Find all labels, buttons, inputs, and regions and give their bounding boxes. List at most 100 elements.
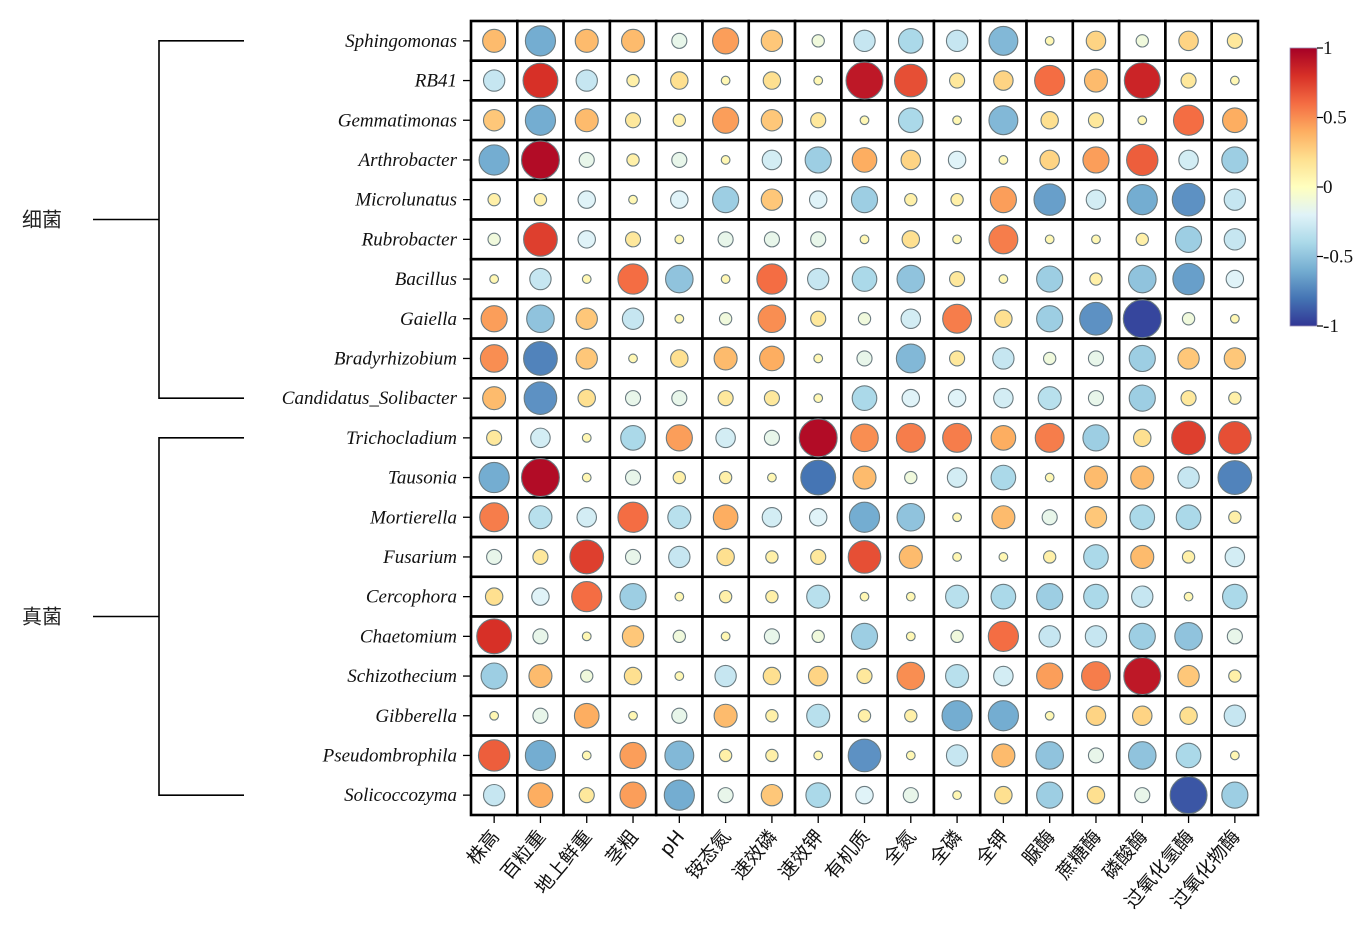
correlation-circle: [760, 783, 784, 807]
correlation-circle: [1087, 390, 1105, 407]
correlation-circle: [1042, 351, 1057, 366]
correlation-circle: [1085, 30, 1107, 52]
correlation-circle: [577, 388, 596, 408]
correlation-circle: [671, 707, 688, 724]
correlation-circle: [845, 61, 884, 100]
correlation-circle: [896, 502, 926, 532]
correlation-circle: [760, 109, 784, 132]
row-label: Gemmatimonas: [338, 110, 457, 131]
row-labels: Sphingomonas RB41 Gemmatimonas Arthrobacter…: [282, 31, 471, 806]
correlation-circle: [900, 149, 922, 171]
row-label: Rubrobacter: [361, 229, 458, 250]
correlation-circle: [667, 505, 692, 530]
correlation-circle: [761, 149, 783, 171]
correlation-circle: [520, 140, 560, 180]
correlation-circle: [762, 666, 782, 686]
correlation-circle: [856, 667, 873, 685]
correlation-circle: [717, 390, 734, 407]
row-label: Chaetomium: [360, 626, 457, 647]
correlation-circle: [575, 307, 598, 330]
correlation-circle: [987, 620, 1020, 652]
correlation-circle: [947, 150, 967, 170]
correlation-circle: [623, 666, 643, 686]
correlation-circle: [1217, 460, 1253, 495]
row-label: Arthrobacter: [356, 150, 457, 171]
correlation-circle: [532, 707, 549, 724]
correlation-circle: [762, 71, 782, 90]
correlation-circle: [855, 785, 874, 805]
dendrogram-bracket: [158, 437, 244, 796]
correlation-circle: [988, 25, 1019, 56]
correlation-circle: [626, 73, 640, 88]
correlation-circle: [1130, 544, 1155, 570]
correlation-circle: [904, 709, 918, 723]
correlation-circle: [763, 231, 780, 248]
correlation-circle: [1126, 184, 1158, 216]
correlation-circle: [628, 194, 638, 205]
correlation-circle: [1134, 787, 1151, 804]
correlation-circle: [1137, 115, 1148, 126]
correlation-circle: [674, 234, 685, 245]
correlation-circle: [486, 429, 503, 446]
correlation-circle: [1089, 272, 1103, 286]
correlation-circle: [949, 350, 966, 367]
correlation-circle: [905, 750, 916, 761]
correlation-circle: [949, 72, 966, 89]
correlation-circle: [581, 750, 592, 761]
correlation-circle: [1039, 149, 1060, 171]
correlation-circle: [1085, 189, 1107, 210]
row-label: Bradyrhizobium: [334, 348, 457, 369]
correlation-circle: [905, 631, 916, 642]
correlation-circle: [757, 304, 787, 334]
correlation-circle: [663, 779, 695, 811]
correlation-circle: [714, 664, 737, 688]
correlation-circle: [712, 106, 740, 134]
correlation-circle: [811, 34, 825, 48]
row-label: Gibberella: [375, 706, 457, 727]
correlation-circle: [1218, 421, 1252, 455]
correlation-circle: [1172, 104, 1205, 136]
correlation-circle: [760, 188, 784, 211]
correlation-circle: [1034, 422, 1065, 453]
correlation-circle: [665, 264, 694, 294]
correlation-circle: [1087, 747, 1105, 764]
correlation-circle: [670, 190, 689, 209]
correlation-circle: [1135, 34, 1149, 48]
correlation-circle: [942, 303, 973, 334]
correlation-circle: [578, 787, 595, 804]
correlation-circle: [1041, 509, 1058, 526]
correlation-circle: [1033, 183, 1066, 216]
correlation-circle: [990, 424, 1017, 451]
colorbar: 1 0.5 0 -0.5 -1: [1289, 38, 1353, 337]
correlation-circle: [1036, 305, 1064, 333]
correlation-circle: [901, 230, 921, 249]
column-label: 铵态氮: [682, 826, 736, 884]
correlation-circle: [626, 153, 640, 167]
row-label: Pseudombrophila: [322, 745, 457, 766]
correlation-circle: [628, 353, 638, 364]
correlation-circle: [900, 308, 922, 330]
correlation-circle: [756, 263, 788, 295]
correlation-circle: [1177, 664, 1200, 688]
correlation-circle: [624, 231, 642, 248]
grid-cell: [793, 734, 843, 777]
correlation-circle: [808, 508, 828, 527]
row-label: Candidatus_Solibacter: [282, 388, 458, 409]
correlation-circle: [850, 186, 879, 214]
grid-cell: [469, 575, 519, 618]
correlation-circle: [1128, 344, 1156, 373]
correlation-circle: [532, 548, 549, 566]
correlation-circle: [991, 743, 1016, 768]
correlation-circle: [1080, 661, 1111, 692]
correlation-circle: [1126, 143, 1159, 177]
correlation-circle: [1171, 420, 1206, 456]
correlation-circle: [1180, 72, 1197, 89]
column-label: 蔗糖酶: [1052, 826, 1106, 884]
correlation-circle: [617, 501, 649, 533]
correlation-circle: [810, 231, 827, 248]
correlation-circle: [480, 305, 508, 333]
correlation-circle: [718, 748, 733, 763]
correlation-circle: [1123, 62, 1161, 100]
correlation-circle: [852, 465, 877, 490]
grid-cell: [886, 19, 936, 63]
